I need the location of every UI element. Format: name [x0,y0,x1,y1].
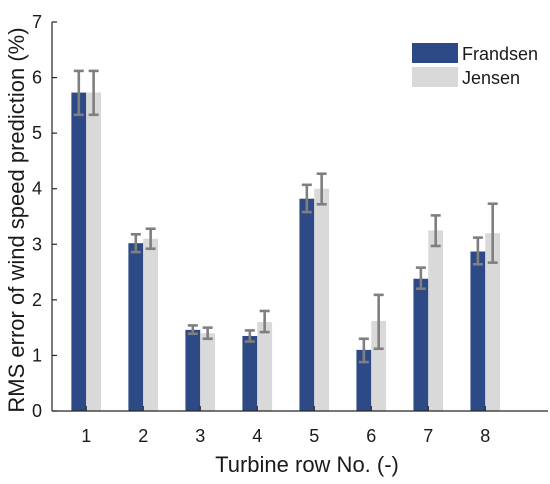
errorbar-frandsen-row-7 [415,266,426,291]
bar-jensen-row-6 [371,320,387,411]
errorbar-frandsen-row-8 [472,236,483,266]
x-tick-label: 3 [195,426,205,446]
legend-swatch-frandsen [412,43,458,63]
errorbar-frandsen-row-6 [358,337,369,364]
x-tick-label: 6 [366,426,376,446]
bar-frandsen-row-7 [413,278,429,411]
x-axis: 1 2 3 4 5 6 7 8 Turbine row No. (-) [52,406,548,477]
errorbar-jensen-row-2 [145,227,156,251]
y-tick-label: 1 [32,345,42,365]
bar-frandsen-row-5 [299,198,315,411]
x-tick-label: 1 [81,426,91,446]
bar-jensen-row-4 [257,322,273,411]
errorbar-frandsen-row-3 [187,324,198,336]
bar-jensen-row-1 [86,92,102,411]
y-ticks-layer: 0 1 2 3 4 5 6 7 [32,12,57,421]
y-tick-label: 0 [32,401,42,421]
errorbar-jensen-row-7 [430,214,441,248]
legend-swatch-jensen [412,67,458,87]
x-tick-label: 2 [138,426,148,446]
y-tick-label: 5 [32,123,42,143]
x-tick-label: 4 [252,426,262,446]
errorbar-jensen-row-6 [373,293,384,351]
errorbar-frandsen-row-4 [244,329,255,343]
x-ticks-layer: 1 2 3 4 5 6 7 8 [81,406,490,446]
bars-layer [71,92,501,411]
legend: Frandsen Jensen [412,43,538,88]
y-tick-label: 4 [32,179,42,199]
errorbar-jensen-row-5 [316,172,327,206]
errorbar-frandsen-row-5 [301,183,312,214]
bar-frandsen-row-3 [185,329,201,411]
legend-label-frandsen: Frandsen [462,44,538,64]
x-tick-label: 8 [480,426,490,446]
bar-jensen-row-5 [314,188,330,411]
errorbar-frandsen-row-1 [73,69,84,117]
bar-frandsen-row-6 [356,349,372,411]
bar-jensen-row-2 [143,238,159,411]
errorbar-jensen-row-3 [202,326,213,341]
errorbar-jensen-row-8 [487,202,498,264]
bar-frandsen-row-2 [128,243,144,411]
x-axis-title: Turbine row No. (-) [215,452,399,477]
y-axis-title: RMS error of wind speed prediction (%) [4,27,29,412]
bar-jensen-row-7 [428,230,444,411]
bar-frandsen-row-8 [470,251,486,411]
x-tick-label: 5 [309,426,319,446]
x-tick-label: 7 [423,426,433,446]
y-tick-label: 2 [32,290,42,310]
bar-jensen-row-3 [200,333,216,411]
plot-area [71,69,501,411]
y-tick-label: 6 [32,68,42,88]
errorbars-layer [73,69,498,364]
errorbar-frandsen-row-2 [130,232,141,254]
y-tick-label: 7 [32,12,42,32]
legend-label-jensen: Jensen [462,68,520,88]
y-tick-label: 3 [32,234,42,254]
bar-frandsen-row-1 [71,92,87,411]
bar-frandsen-row-4 [242,335,258,411]
bar-jensen-row-8 [485,233,501,411]
errorbar-jensen-row-4 [259,309,270,334]
errorbar-jensen-row-1 [88,69,99,117]
y-axis: 0 1 2 3 4 5 6 7 RMS error of wind speed predict… [4,12,57,421]
